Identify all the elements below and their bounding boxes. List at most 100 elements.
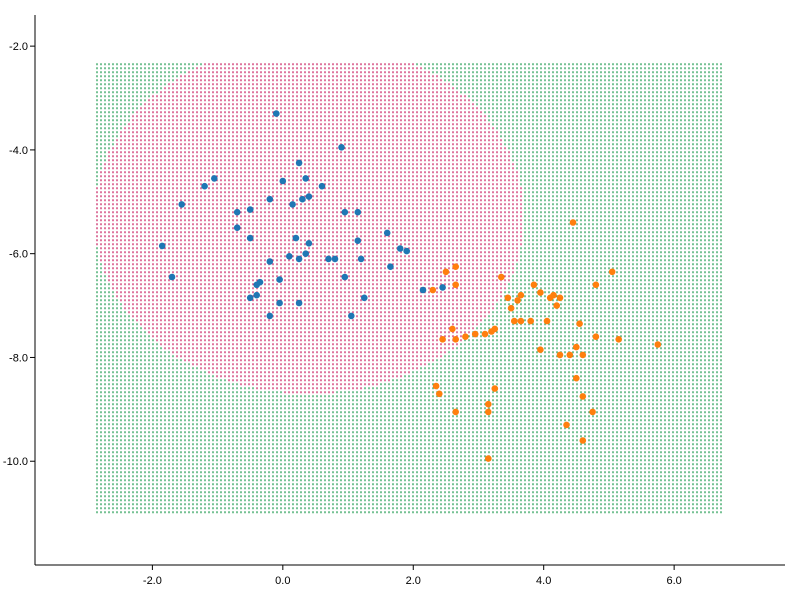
data-point-series-2-1	[569, 219, 577, 226]
data-point-series-1-42	[361, 294, 368, 302]
data-point-series-2-4	[608, 268, 616, 276]
data-point-series-2-5	[498, 273, 505, 281]
data-point-series-2-39	[579, 351, 587, 359]
data-point-series-1-5	[201, 182, 208, 190]
x-tick-label: 4.0	[536, 575, 551, 587]
data-point-series-1-7	[302, 175, 310, 182]
data-point-series-2-21	[527, 317, 534, 325]
data-point-series-2-17	[507, 304, 515, 312]
data-point-series-2-49	[563, 421, 570, 429]
data-point-series-1-30	[331, 255, 339, 263]
data-point-series-2-3	[442, 268, 450, 276]
axes	[34, 15, 785, 566]
y-tick-label: -2.0	[9, 41, 28, 53]
data-point-series-2-32	[592, 333, 600, 341]
data-point-series-1-31	[325, 255, 332, 263]
data-point-series-2-38	[566, 351, 574, 359]
data-point-series-2-2	[452, 263, 460, 271]
data-point-series-2-25	[488, 328, 495, 335]
data-point-series-1-18	[233, 224, 241, 231]
data-point-series-1-32	[357, 255, 365, 263]
data-point-series-2-20	[511, 317, 518, 325]
data-point-series-2-51	[485, 455, 492, 462]
data-point-series-1-27	[302, 250, 310, 257]
data-point-series-1-34	[387, 263, 394, 271]
data-point-series-2-10	[537, 289, 544, 296]
data-point-series-1-8	[318, 182, 326, 190]
data-point-series-1-26	[403, 247, 411, 255]
data-point-series-1-1	[273, 110, 280, 117]
data-point-series-1-48	[439, 284, 446, 291]
data-point-series-1-10	[266, 195, 274, 203]
data-point-series-1-9	[178, 201, 185, 208]
y-tick-label: -4.0	[9, 145, 28, 157]
data-point-series-1-20	[246, 234, 254, 242]
data-point-series-2-33	[615, 336, 622, 343]
data-point-series-1-40	[253, 291, 260, 299]
data-point-series-1-35	[168, 273, 176, 281]
data-point-series-2-45	[485, 400, 492, 408]
decision-region-grid	[96, 63, 722, 514]
data-point-series-1-46	[266, 312, 274, 320]
x-tick-label: 2.0	[406, 575, 421, 587]
y-tick-label: -10.0	[3, 456, 28, 468]
data-point-series-2-42	[491, 385, 499, 392]
data-point-series-1-16	[341, 208, 349, 216]
data-point-series-2-46	[452, 408, 460, 416]
region-class-b-dots	[96, 63, 722, 514]
data-point-series-1-43	[276, 299, 283, 307]
data-point-series-2-9	[429, 286, 437, 294]
data-point-series-2-18	[553, 302, 560, 309]
data-point-series-2-14	[556, 294, 564, 302]
data-point-series-1-45	[348, 312, 355, 320]
data-point-series-2-41	[432, 382, 440, 390]
data-point-series-1-25	[396, 245, 404, 252]
data-point-series-1-47	[419, 286, 427, 294]
data-point-series-1-37	[276, 276, 283, 283]
data-point-series-1-13	[289, 201, 296, 208]
data-point-series-1-28	[286, 252, 293, 260]
data-point-series-1-2	[338, 144, 345, 151]
data-point-series-1-6	[279, 177, 287, 185]
data-point-series-2-50	[579, 437, 587, 444]
data-point-series-2-26	[449, 325, 456, 333]
data-point-series-1-29	[295, 255, 303, 263]
data-point-series-2-11	[517, 291, 525, 299]
data-point-series-2-40	[573, 374, 580, 382]
data-point-series-1-41	[246, 294, 254, 302]
region-class-a-dots	[96, 63, 522, 394]
scatter-points	[158, 110, 662, 462]
data-point-series-2-37	[556, 351, 564, 359]
data-point-series-2-36	[537, 346, 544, 354]
data-point-series-1-4	[211, 175, 218, 182]
data-point-series-2-19	[517, 317, 525, 325]
data-point-series-1-11	[299, 195, 306, 203]
data-point-series-1-17	[354, 208, 362, 216]
data-point-series-2-47	[485, 408, 492, 416]
data-point-series-2-34	[654, 341, 662, 348]
data-point-series-1-12	[305, 193, 313, 200]
data-point-series-2-28	[471, 330, 479, 338]
data-point-series-2-16	[514, 297, 521, 304]
data-point-series-1-15	[233, 208, 241, 216]
data-point-series-1-14	[246, 206, 254, 213]
data-point-series-2-48	[589, 408, 596, 416]
data-point-series-2-30	[452, 336, 460, 343]
y-tick-label: -6.0	[9, 249, 28, 261]
data-point-series-1-44	[295, 299, 303, 307]
tick-labels: -2.0 0.0 2.0 4.0 6.0 -2.0 -4.0 -6.0 -8.0 -10.0	[3, 41, 682, 587]
data-point-series-2-35	[573, 343, 580, 351]
data-point-series-1-21	[292, 234, 300, 242]
data-point-series-2-27	[481, 330, 489, 338]
data-point-series-2-23	[576, 320, 583, 328]
data-point-series-1-39	[253, 281, 260, 289]
data-point-series-1-24	[158, 242, 166, 250]
data-point-series-2-43	[436, 390, 443, 398]
data-point-series-2-29	[462, 333, 469, 341]
x-tick-label: -2.0	[143, 575, 162, 587]
data-point-series-1-3	[295, 159, 303, 167]
data-point-series-2-8	[592, 281, 600, 289]
data-point-series-1-36	[341, 273, 349, 281]
